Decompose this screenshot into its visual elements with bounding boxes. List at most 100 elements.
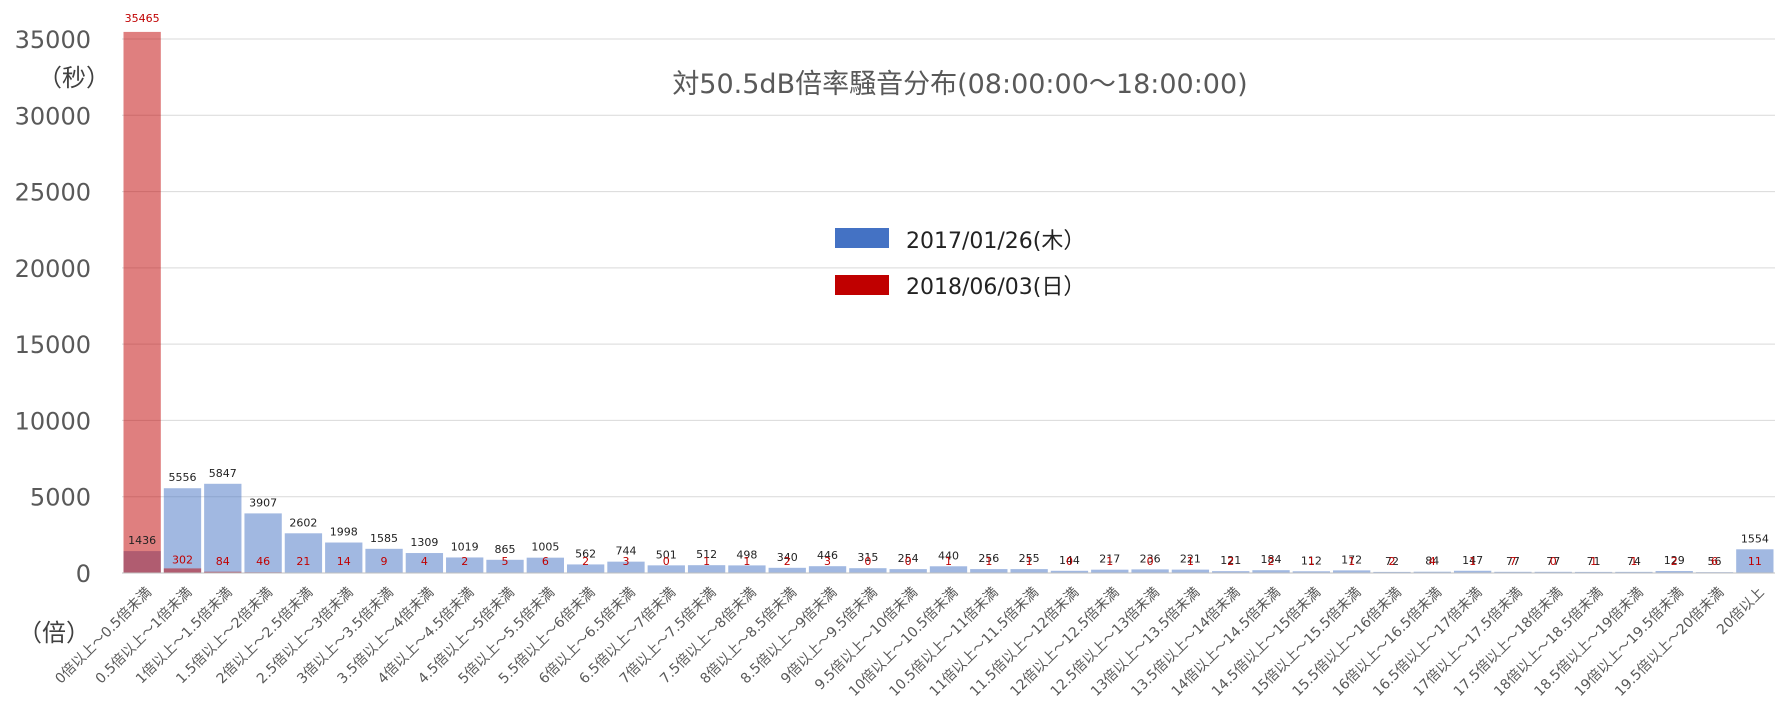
bar-series-2 <box>163 568 202 573</box>
data-label-series-2: 35465 <box>125 12 160 25</box>
bar-series-1 <box>1534 571 1572 573</box>
data-label-series-1: 256 <box>978 552 999 565</box>
data-label-series-1: 236 <box>1140 552 1161 565</box>
bar-series-1 <box>1615 571 1653 573</box>
data-label-series-2: 6 <box>542 555 549 568</box>
data-label-series-2: 84 <box>216 555 230 568</box>
data-label-series-2: 1 <box>1469 555 1476 568</box>
data-label-series-2: 0 <box>663 555 670 568</box>
data-label-series-2: 2 <box>582 555 589 568</box>
bar-series-1 <box>163 488 202 573</box>
data-label-series-2: 1 <box>703 555 710 568</box>
data-label-series-2: 5 <box>502 555 509 568</box>
data-label-series-1: 71 <box>1587 555 1601 568</box>
data-label-series-1: 144 <box>1059 554 1080 567</box>
data-label-series-1: 129 <box>1664 554 1685 567</box>
bar-series-1 <box>1252 570 1290 573</box>
bar-series-1 <box>808 566 847 573</box>
data-label-series-2: 1 <box>1106 555 1113 568</box>
bar-series-1 <box>244 513 282 573</box>
data-label-series-2: 302 <box>172 553 193 566</box>
data-label-series-1: 74 <box>1627 555 1641 568</box>
data-label-series-1: 254 <box>898 552 919 565</box>
data-label-series-1: 744 <box>615 545 636 558</box>
data-label-series-1: 1554 <box>1741 532 1769 545</box>
data-label-series-1: 1005 <box>531 541 559 554</box>
bar-series-1 <box>1373 571 1411 573</box>
data-label-series-1: 446 <box>817 549 838 562</box>
data-label-series-2: 7 <box>1509 555 1516 568</box>
data-label-series-2: 1 <box>1590 555 1597 568</box>
bar-series-1 <box>849 568 887 573</box>
data-labels: 1436354655556302584784390746260221199814… <box>125 12 1769 568</box>
data-label-series-2: 1 <box>1348 555 1355 568</box>
y-tick-label: 5000 <box>30 484 91 512</box>
data-label-series-1: 217 <box>1099 553 1120 566</box>
data-label-series-2: 0 <box>905 555 912 568</box>
bar-series-1 <box>1453 570 1492 573</box>
y-tick-label: 25000 <box>15 179 91 207</box>
bar-series-1 <box>1736 549 1774 573</box>
data-label-series-1: 112 <box>1301 554 1322 567</box>
data-label-series-2: 9 <box>381 555 388 568</box>
bar-series-1 <box>1292 571 1331 573</box>
data-label-series-2: 0 <box>1066 555 1073 568</box>
data-label-series-2: 3 <box>622 555 629 568</box>
gridlines <box>122 38 1775 498</box>
data-label-series-1: 501 <box>656 548 677 561</box>
bar-series-1 <box>284 533 323 573</box>
data-label-series-2: 1 <box>1187 555 1194 568</box>
data-label-series-1: 121 <box>1220 554 1241 567</box>
data-label-series-2: 1 <box>985 555 992 568</box>
bar-series-1 <box>1050 570 1089 573</box>
data-label-series-1: 498 <box>736 548 757 561</box>
legend-swatch-series-1 <box>835 228 889 248</box>
data-label-series-2: 1 <box>1630 555 1637 568</box>
legend-swatch-series-2 <box>835 275 889 295</box>
data-label-series-2: 3 <box>824 555 831 568</box>
bar-series-1 <box>768 567 806 573</box>
bar-series-1 <box>204 483 242 573</box>
data-label-series-2: 1 <box>945 555 952 568</box>
data-label-series-1: 2602 <box>289 516 317 529</box>
data-label-series-1: 562 <box>575 547 596 560</box>
data-label-series-2: 21 <box>296 555 310 568</box>
data-label-series-2: 6 <box>1711 555 1718 568</box>
data-label-series-1: 512 <box>696 548 717 561</box>
bar-series-1 <box>687 565 726 573</box>
data-label-series-1: 1019 <box>451 540 479 553</box>
bar-series-1 <box>1574 571 1613 573</box>
data-label-series-1: 72 <box>1385 555 1399 568</box>
bar-series-1 <box>365 548 403 573</box>
data-label-series-1: 440 <box>938 549 959 562</box>
data-label-series-1: 255 <box>1019 552 1040 565</box>
data-label-series-1: 77 <box>1546 555 1560 568</box>
data-label-series-2: 1 <box>743 555 750 568</box>
data-label-series-2: 2 <box>1388 555 1395 568</box>
y-tick-label: 35000 <box>15 26 91 54</box>
bar-series-1 <box>1091 569 1129 573</box>
data-label-series-2: 1 <box>1026 555 1033 568</box>
bar-series-1 <box>526 557 564 573</box>
bar-series-2 <box>204 571 242 573</box>
chart-title: 対50.5dB倍率騒音分布(08:00:00～18:00:00) <box>672 69 1247 100</box>
data-label-series-2: 0 <box>864 555 871 568</box>
data-label-series-2: 2 <box>784 555 791 568</box>
bar-series-1 <box>889 569 927 573</box>
data-label-series-1: 184 <box>1261 553 1282 566</box>
bar-series-1 <box>1655 571 1693 573</box>
bar-series-1 <box>1212 571 1250 573</box>
data-label-series-1: 77 <box>1506 555 1520 568</box>
data-label-series-1: 1309 <box>410 536 438 549</box>
bar-series-1 <box>1131 569 1169 573</box>
y-tick-label: 15000 <box>15 331 91 359</box>
y-tick-label: 10000 <box>15 407 91 435</box>
data-label-series-2: 2 <box>1227 555 1234 568</box>
x-axis-ticks: 0倍以上～0.5倍未満0.5倍以上～1倍未満1倍以上～1.5倍未満1.5倍以上～… <box>52 585 1767 700</box>
data-label-series-2: 0 <box>1147 555 1154 568</box>
bar-series-1 <box>728 565 766 573</box>
data-label-series-2: 4 <box>421 555 428 568</box>
data-label-series-1: 865 <box>495 543 516 556</box>
bar-series-2 <box>123 31 161 573</box>
data-label-series-1: 1998 <box>330 526 358 539</box>
